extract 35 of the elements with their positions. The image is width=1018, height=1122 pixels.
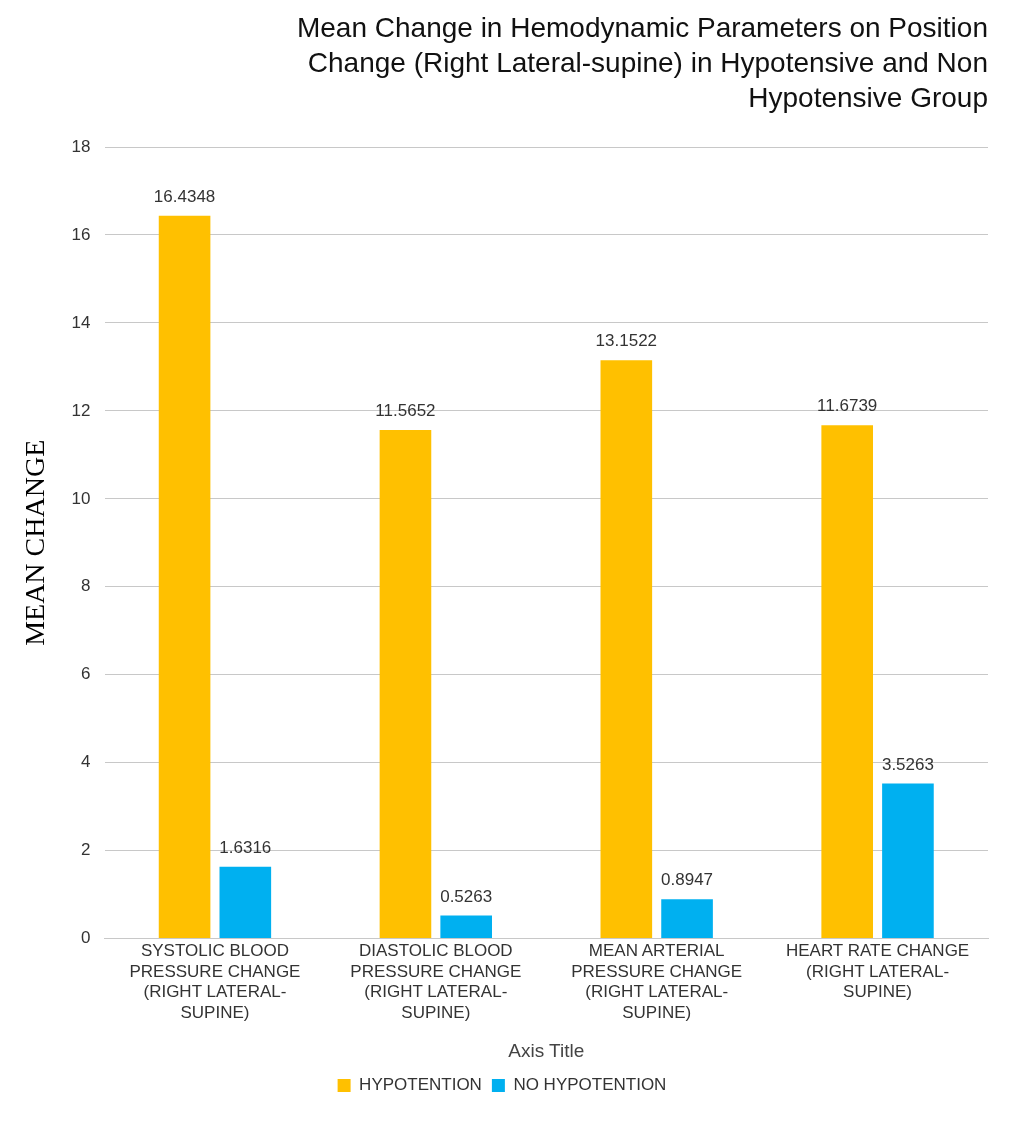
y-tick-label: 8 [81, 576, 91, 596]
x-tick-label: HEART RATE CHANGE (RIGHT LATERAL-SUPINE) [785, 941, 970, 1002]
bar [821, 425, 874, 939]
y-axis-title: MEAN CHANGE [19, 439, 51, 646]
bar [600, 360, 653, 939]
data-label: 0.8947 [661, 870, 714, 890]
y-tick-label: 12 [71, 400, 91, 420]
bar [379, 429, 432, 939]
y-tick-label: 18 [71, 136, 91, 156]
data-label: 11.6739 [817, 396, 878, 416]
x-tick-label: MEAN ARTERIAL PRESSURE CHANGE (RIGHT LATERAL-SUPINE) [571, 941, 743, 1022]
data-label: 13.1522 [595, 331, 658, 351]
bar [219, 866, 272, 939]
y-tick-label: 4 [81, 752, 91, 772]
data-label: 0.5263 [440, 886, 493, 906]
y-tick-label: 2 [81, 840, 91, 860]
data-label: 1.6316 [219, 838, 272, 858]
bar [440, 915, 492, 939]
x-tick-label: DIASTOLIC BLOOD PRESSURE CHANGE (RIGHT LATERAL-SUPINE) [350, 941, 522, 1022]
x-axis-title: Axis Title [508, 1039, 585, 1061]
data-label: 11.5652 [375, 401, 436, 421]
bar [661, 899, 713, 939]
legend-label: HYPOTENTION [359, 1075, 482, 1095]
data-label: 3.5263 [881, 754, 934, 774]
y-tick-label: 0 [81, 928, 91, 948]
y-tick-label: 16 [71, 224, 91, 244]
bar [158, 215, 211, 939]
y-tick-label: 14 [71, 312, 91, 332]
y-tick-label: 10 [71, 488, 91, 508]
x-tick-label: SYSTOLIC BLOOD PRESSURE CHANGE (RIGHT LATERAL-SUPINE) [129, 941, 301, 1022]
bar [882, 783, 934, 939]
chart-title: Mean Change in Hemodynamic Parameters on Position Change (Right Lateral-supine) in Hypotensive and Non Hypotensive Group [296, 12, 988, 114]
legend-label: NO HYPOTENTION [513, 1075, 667, 1095]
y-tick-label: 6 [81, 664, 91, 684]
data-label: 16.4348 [153, 187, 216, 207]
